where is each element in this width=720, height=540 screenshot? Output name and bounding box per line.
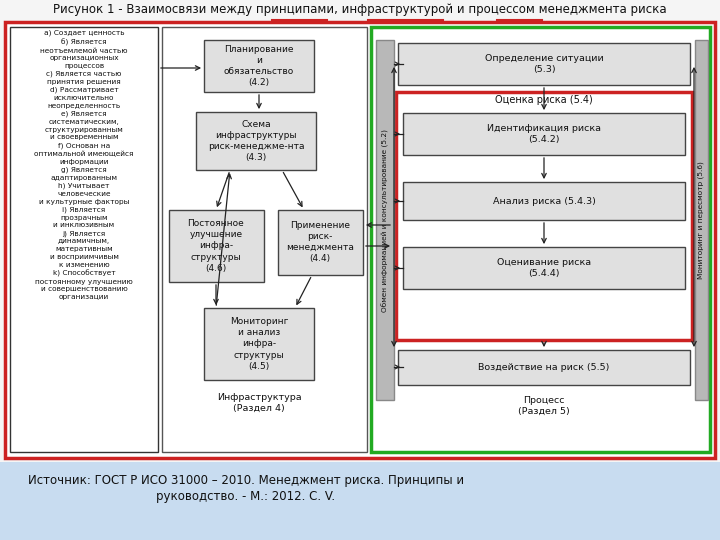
Text: Планирование
и
обязательство
(4.2): Планирование и обязательство (4.2) — [224, 45, 294, 87]
Bar — [169, 210, 264, 282]
Bar — [0, 462, 720, 540]
Bar — [196, 112, 316, 170]
Bar — [403, 247, 685, 289]
Text: Мониторинг и пересмотр (5.6): Мониторинг и пересмотр (5.6) — [698, 161, 704, 279]
Bar — [278, 210, 363, 275]
Bar — [162, 27, 367, 452]
Text: Оценивание риска
(5.4.4): Оценивание риска (5.4.4) — [497, 258, 591, 278]
Bar — [10, 27, 158, 452]
Text: Процесс
(Раздел 5): Процесс (Раздел 5) — [518, 396, 570, 416]
Text: Обмен информацией и консультирование (5.2): Обмен информацией и консультирование (5.… — [382, 129, 389, 312]
Text: Определение ситуации
(5.3): Определение ситуации (5.3) — [485, 54, 603, 74]
Text: Применение
риск-
менеджмента
(4.4): Применение риск- менеджмента (4.4) — [286, 221, 354, 263]
Text: Постоянное
улучшение
инфра-
структуры
(4.6): Постоянное улучшение инфра- структуры (4… — [188, 219, 244, 273]
Bar — [396, 92, 692, 340]
Text: Идентификация риска
(5.4.2): Идентификация риска (5.4.2) — [487, 124, 601, 144]
Text: Источник: ГОСТ Р ИСО 31000 – 2010. Менеджмент риска. Принципы и
руководство. - М: Источник: ГОСТ Р ИСО 31000 – 2010. Менед… — [28, 474, 464, 503]
Bar — [371, 27, 710, 452]
Text: Схема
инфраструктуры
риск-менеджме-нта
(4.3): Схема инфраструктуры риск-менеджме-нта (… — [208, 120, 305, 162]
Bar — [398, 350, 690, 385]
Bar — [398, 43, 690, 85]
Bar — [5, 22, 715, 458]
Bar — [204, 308, 314, 380]
Text: Рисунок 1 - Взаимосвязи между принципами, инфраструктурой и процессом менеджмент: Рисунок 1 - Взаимосвязи между принципами… — [53, 3, 667, 16]
Text: Мониторинг
и анализ
инфра-
структуры
(4.5): Мониторинг и анализ инфра- структуры (4.… — [230, 318, 288, 370]
Bar — [204, 40, 314, 92]
Text: Анализ риска (5.4.3): Анализ риска (5.4.3) — [492, 197, 595, 206]
Text: Воздействие на риск (5.5): Воздействие на риск (5.5) — [478, 362, 610, 372]
Bar — [403, 182, 685, 220]
Text: а) Создает ценность
б) Является
неотъемлемой частью
организационных
процессов
с): а) Создает ценность б) Является неотъемл… — [35, 30, 134, 300]
Bar — [376, 40, 394, 400]
Text: Оценка риска (5.4): Оценка риска (5.4) — [495, 95, 593, 105]
Bar — [403, 113, 685, 155]
Text: Инфраструктура
(Раздел 4): Инфраструктура (Раздел 4) — [217, 393, 301, 413]
Bar — [695, 40, 708, 400]
